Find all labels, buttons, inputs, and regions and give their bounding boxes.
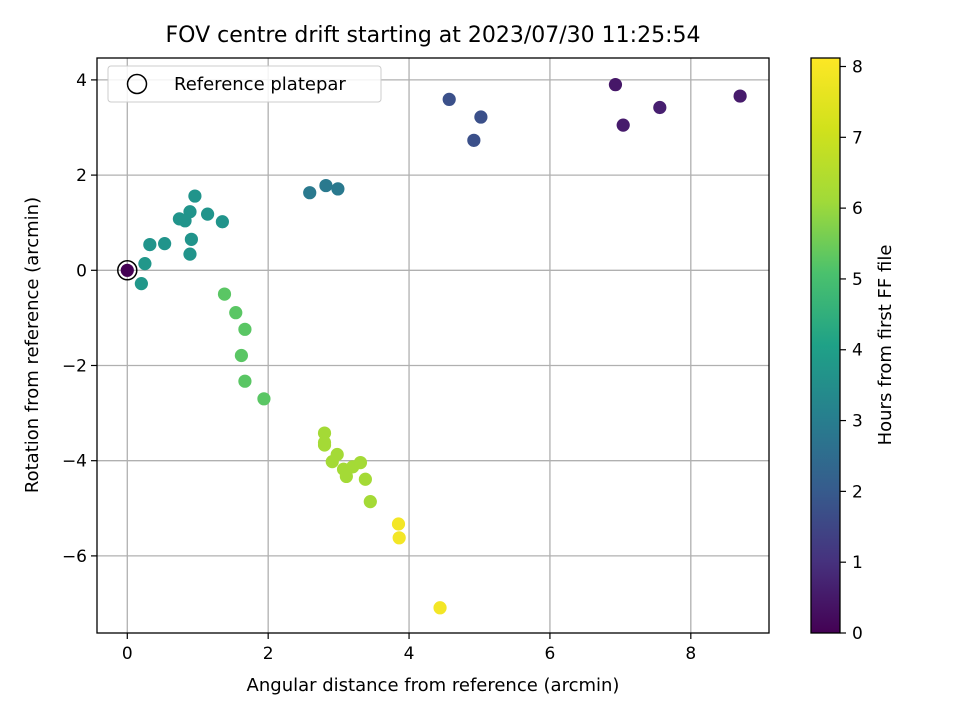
x-tick-label: 4 <box>404 644 415 664</box>
reference-marker <box>117 260 138 281</box>
y-axis-label: Rotation from reference (arcmin) <box>22 197 43 493</box>
data-point <box>353 455 368 470</box>
data-point <box>183 247 197 261</box>
data-point <box>339 469 353 483</box>
plot-frame <box>96 57 770 634</box>
y-axis-ticks: −6 −4 −2 0 2 4 <box>62 71 97 567</box>
colorbar-tick-label: 7 <box>852 128 863 148</box>
colorbar: 0 1 2 3 4 5 6 7 8 Hours from first FF file <box>810 57 896 644</box>
data-points <box>120 78 747 615</box>
data-point <box>158 237 172 251</box>
data-point <box>238 374 252 388</box>
x-tick-label: 6 <box>545 644 556 664</box>
colorbar-tick-label: 4 <box>852 341 863 361</box>
colorbar-label: Hours from first FF file <box>875 245 896 446</box>
data-point <box>474 110 488 124</box>
legend-label: Reference platepar <box>174 74 346 95</box>
grid-lines <box>97 58 769 633</box>
colorbar-gradient <box>810 57 841 634</box>
data-point <box>467 133 481 147</box>
data-point <box>234 348 249 363</box>
data-point <box>325 455 339 469</box>
data-point <box>238 322 252 336</box>
data-point <box>616 118 630 132</box>
data-point <box>363 495 377 509</box>
data-point <box>319 178 333 193</box>
reference-point <box>117 260 138 281</box>
y-tick-label: −4 <box>62 452 87 472</box>
y-tick-label: −6 <box>62 547 87 567</box>
data-point <box>442 92 456 107</box>
data-point <box>303 186 317 200</box>
colorbar-tick-label: 5 <box>852 270 863 290</box>
data-point <box>391 517 406 531</box>
data-point <box>138 257 152 271</box>
data-point <box>331 182 345 196</box>
data-point <box>733 89 747 103</box>
colorbar-ticks: 0 1 2 3 4 5 6 7 8 <box>840 57 863 644</box>
y-tick-label: −2 <box>62 356 87 376</box>
data-point <box>608 78 623 92</box>
colorbar-tick-label: 3 <box>852 412 863 432</box>
data-point <box>134 277 148 291</box>
data-point <box>358 472 372 486</box>
data-point <box>184 232 198 246</box>
colorbar-tick-label: 8 <box>852 57 863 77</box>
colorbar-tick-label: 0 <box>852 624 863 644</box>
x-axis-label: Angular distance from reference (arcmin) <box>247 675 620 696</box>
colorbar-tick-label: 1 <box>852 553 863 573</box>
data-point <box>188 189 202 203</box>
data-point <box>178 214 192 228</box>
x-tick-label: 0 <box>122 644 133 664</box>
data-point <box>200 207 215 221</box>
data-point <box>433 601 447 615</box>
data-point <box>229 306 243 320</box>
legend-marker-icon <box>126 73 148 95</box>
data-point <box>317 426 332 440</box>
y-tick-label: 4 <box>76 71 87 91</box>
data-point <box>653 100 667 115</box>
data-point <box>257 392 271 406</box>
data-point <box>215 215 229 229</box>
legend-box <box>107 65 382 103</box>
x-tick-label: 2 <box>263 644 274 664</box>
colorbar-tick-label: 6 <box>852 199 863 219</box>
data-point <box>392 531 406 545</box>
x-axis-ticks: 0 2 4 6 8 <box>122 633 696 664</box>
x-tick-label: 8 <box>685 644 696 664</box>
data-point <box>317 436 332 450</box>
data-point <box>143 237 157 252</box>
data-point <box>120 263 134 277</box>
data-point <box>217 287 232 301</box>
y-tick-label: 2 <box>76 166 87 186</box>
colorbar-tick-label: 2 <box>852 482 863 502</box>
legend: Reference platepar <box>107 65 382 103</box>
y-tick-label: 0 <box>76 261 87 281</box>
chart-title: FOV centre drift starting at 2023/07/30 … <box>166 23 701 48</box>
